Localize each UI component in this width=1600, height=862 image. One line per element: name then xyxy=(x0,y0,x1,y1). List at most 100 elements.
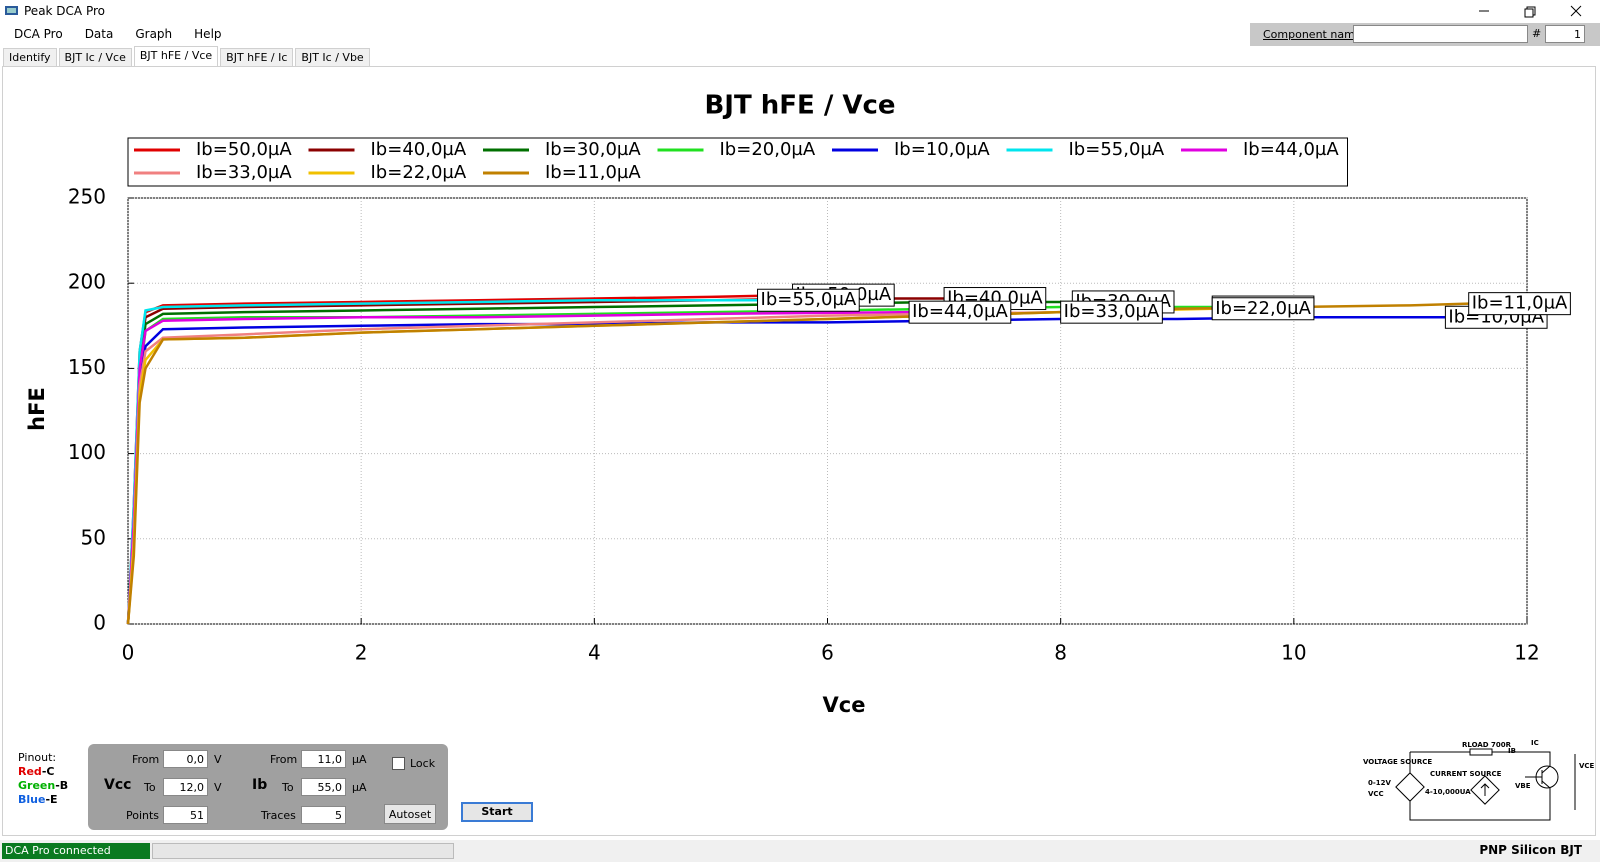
ib-to-input[interactable]: 55,0 xyxy=(301,778,346,796)
connection-status: DCA Pro connected xyxy=(2,843,150,859)
pin-color: Red xyxy=(18,765,42,778)
progress-bar xyxy=(152,843,454,859)
menu-bar: DCA Pro Data Graph Help xyxy=(14,27,244,41)
legend-label: Ib=55,0µA xyxy=(1069,139,1165,160)
lock-checkbox[interactable] xyxy=(392,757,405,770)
chart-title: BJT hFE / Vce xyxy=(704,91,895,121)
vbe-label: VBE xyxy=(1515,782,1531,790)
vce-label: VCE xyxy=(1579,762,1595,770)
data-line xyxy=(126,310,1061,625)
pin-name: -C xyxy=(41,765,55,778)
vcc-to-label: To xyxy=(144,781,156,794)
legend-label: Ib=50,0µA xyxy=(196,139,292,160)
legend-label: Ib=20,0µA xyxy=(720,139,816,160)
label-box xyxy=(1211,297,1315,321)
start-button[interactable]: Start xyxy=(461,802,533,822)
pinout: Pinout: Red-C Green-B Blue-E xyxy=(18,751,68,807)
legend-box xyxy=(127,137,1348,187)
x-tick-label: 10 xyxy=(1281,641,1306,665)
menu-item[interactable]: Data xyxy=(84,27,114,41)
current-range-label: 4-10,000UA xyxy=(1425,788,1471,796)
component-panel: Component name # 1 xyxy=(1250,23,1600,46)
x-tick-label: 6 xyxy=(821,641,834,665)
circuit-diagram: VOLTAGE SOURCE 0-12V VCC CURRENT SOURCE … xyxy=(1363,740,1595,821)
label-text: Ib=33,0µA xyxy=(1064,301,1160,322)
window-title: Peak DCA Pro xyxy=(24,4,105,18)
x-axis-label: Vce xyxy=(823,693,866,717)
component-label: Component name xyxy=(1263,28,1362,41)
ib-label: Ib xyxy=(252,777,268,793)
series-end-label: Ib=55,0µA xyxy=(757,288,860,312)
legend-label: Ib=44,0µA xyxy=(1243,139,1339,160)
vcc-unit: V xyxy=(214,781,222,794)
ib-from-input[interactable]: 11,0 xyxy=(301,750,346,768)
tab-page xyxy=(2,66,1596,836)
vcc-label: VCC xyxy=(1368,790,1384,798)
ib-unit: µA xyxy=(352,781,367,794)
status-bar: DCA Pro connected PNP Silicon BJT xyxy=(0,840,1600,862)
points-label: Points xyxy=(126,809,160,822)
tab[interactable]: BJT hFE / Ic xyxy=(220,48,294,67)
legend-label: Ib=22,0µA xyxy=(371,162,467,183)
pinout-title: Pinout: xyxy=(18,751,57,764)
voltage-range-label: 0-12V xyxy=(1368,779,1392,787)
pin-name: -B xyxy=(55,779,69,792)
label-box xyxy=(757,288,860,312)
title-bar: Peak DCA Pro xyxy=(0,0,1600,23)
legend-label: Ib=33,0µA xyxy=(196,162,292,183)
tab[interactable]: BJT Ic / Vbe xyxy=(295,48,370,67)
ib-unit: µA xyxy=(352,753,367,766)
label-text: Ib=22,0µA xyxy=(1215,298,1311,319)
points-input[interactable]: 51 xyxy=(163,806,208,824)
vcc-from-label: From xyxy=(132,753,160,766)
menu-item[interactable]: DCA Pro xyxy=(14,27,63,41)
label-text: Ib=44,0µA xyxy=(912,301,1008,322)
tab[interactable]: Identify xyxy=(3,48,57,67)
autoset-button[interactable]: Autoset xyxy=(384,804,436,824)
ib-to-label: To xyxy=(282,781,294,794)
series-end-label: Ib=11,0µA xyxy=(1468,292,1571,316)
vcc-from-input[interactable]: 0,0 xyxy=(163,750,208,768)
menu-item[interactable]: Help xyxy=(194,27,222,41)
chart: BJT hFE / Vce Vce hFE 0 2 4 6 8 10 12 0 50 100 150… xyxy=(25,91,1571,717)
rload-label: RLOAD 700R xyxy=(1462,741,1512,749)
traces-input[interactable]: 5 xyxy=(301,806,346,824)
ib-from-label: From xyxy=(270,753,298,766)
ic-label: IC xyxy=(1531,740,1539,747)
pin-row: Red-C xyxy=(18,765,68,779)
window-controls[interactable] xyxy=(1470,0,1600,23)
label-text: Ib=11,0µA xyxy=(1472,293,1568,314)
series-end-label: Ib=22,0µA xyxy=(1211,297,1315,321)
y-tick-label: 0 xyxy=(93,611,106,635)
legend-label: Ib=10,0µA xyxy=(894,139,990,160)
series-end-label: Ib=44,0µA xyxy=(908,300,1012,324)
pin-row: Green-B xyxy=(18,779,68,793)
x-tick-label: 4 xyxy=(588,641,601,665)
number-label: # xyxy=(1532,27,1542,40)
legend: Ib=50,0µA Ib=40,0µA Ib=30,0µA Ib=20,0µA Ib=1… xyxy=(127,137,1348,187)
tab[interactable]: BJT hFE / Vce xyxy=(133,46,219,67)
legend-label: Ib=30,0µA xyxy=(545,139,641,160)
current-source-label: CURRENT SOURCE xyxy=(1430,770,1502,778)
traces-label: Traces xyxy=(261,809,296,822)
y-tick-label: 100 xyxy=(68,440,106,464)
sweep-panel: From 0,0 V Vcc To 12,0 V Points 51 From … xyxy=(88,744,448,830)
label-box xyxy=(1468,292,1571,316)
number-input[interactable]: 1 xyxy=(1545,25,1585,43)
vcc-unit: V xyxy=(214,753,222,766)
app-icon xyxy=(5,6,18,15)
y-tick-label: 200 xyxy=(68,270,106,294)
lock-label: Lock xyxy=(410,757,436,770)
pin-row: Blue-E xyxy=(18,793,68,807)
menu-item[interactable]: Graph xyxy=(135,27,173,41)
label-box xyxy=(1060,300,1163,324)
vcc-label: Vcc xyxy=(104,777,132,793)
component-input[interactable] xyxy=(1353,25,1528,43)
tab[interactable]: BJT Ic / Vce xyxy=(58,48,132,67)
y-tick-label: 250 xyxy=(68,185,106,209)
label-text: Ib=55,0µA xyxy=(761,289,857,310)
device-type: PNP Silicon BJT xyxy=(1479,843,1582,857)
vcc-to-input[interactable]: 12,0 xyxy=(163,778,208,796)
x-tick-label: 12 xyxy=(1514,641,1539,665)
